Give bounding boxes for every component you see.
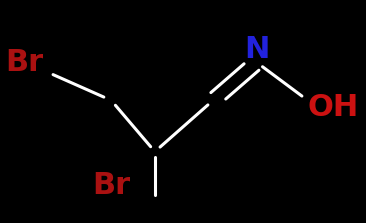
- Text: Br: Br: [92, 171, 130, 200]
- Text: N: N: [244, 35, 269, 64]
- Text: Br: Br: [5, 48, 43, 77]
- Text: OH: OH: [307, 93, 359, 122]
